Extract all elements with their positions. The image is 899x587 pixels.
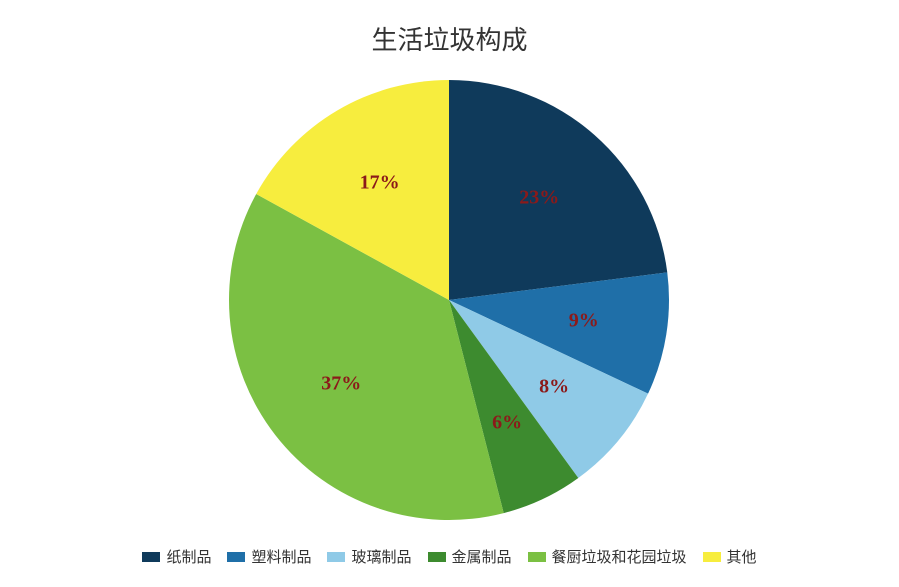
legend-swatch [528,552,546,562]
legend-item: 纸制品 [142,546,211,567]
legend-label: 金属制品 [452,546,512,567]
legend-swatch [142,552,160,562]
legend-item: 餐厨垃圾和花园垃圾 [528,546,687,567]
legend-label: 纸制品 [166,546,211,567]
legend-label: 塑料制品 [251,546,311,567]
pie-chart: 生活垃圾构成 纸制品塑料制品玻璃制品金属制品餐厨垃圾和花园垃圾其他 23%9%8… [0,0,899,587]
slice-percent-label: 37% [321,372,361,395]
pie-svg [0,0,899,587]
slice-percent-label: 6% [492,412,522,435]
legend-swatch [428,552,446,562]
legend-item: 金属制品 [428,546,512,567]
legend-item: 塑料制品 [227,546,311,567]
legend-label: 餐厨垃圾和花园垃圾 [552,546,687,567]
slice-percent-label: 9% [569,310,599,333]
slice-percent-label: 8% [539,375,569,398]
legend-swatch [703,552,721,562]
legend: 纸制品 塑料制品 玻璃制品 金属制品 餐厨垃圾和花园垃圾 其他 [0,546,899,567]
legend-item: 其他 [703,546,757,567]
slice-percent-label: 23% [519,186,559,209]
legend-swatch [327,552,345,562]
legend-item: 玻璃制品 [327,546,411,567]
slice-percent-label: 17% [360,171,400,194]
legend-swatch [227,552,245,562]
legend-label: 其他 [727,546,757,567]
legend-label: 玻璃制品 [351,546,411,567]
